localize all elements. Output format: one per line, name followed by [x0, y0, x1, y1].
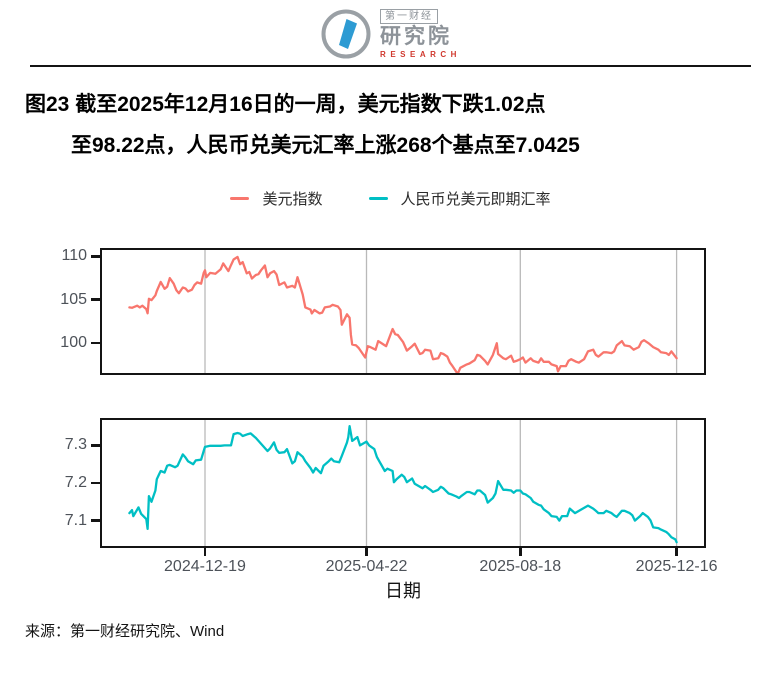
- legend-label: 人民币兑美元即期汇率: [400, 191, 551, 208]
- header-divider: [30, 65, 751, 67]
- y-tick-label: 7.1: [64, 511, 87, 529]
- figure-title: 图23 截至2025年12月16日的一周，美元指数下跌1.02点 至98.22点…: [25, 92, 580, 158]
- legend: 美元指数 人民币兑美元即期汇率: [0, 188, 781, 209]
- y-tick-label: 110: [61, 247, 87, 265]
- y-tick-mark: [91, 519, 100, 522]
- logo-text-block: 第一财经 研究院 RESEARCH: [380, 8, 461, 60]
- x-axis-title: 日期: [385, 581, 421, 601]
- yicai-logo: 第一财经 研究院 RESEARCH: [0, 8, 781, 60]
- logo-brand-label: 第一财经: [380, 8, 439, 24]
- y-tick-label: 7.2: [64, 474, 87, 491]
- x-tick-label: 2025-04-22: [325, 558, 408, 575]
- legend-item: 美元指数: [230, 188, 323, 209]
- x-tick-mark: [519, 548, 522, 556]
- figure-title-line1: 图23 截至2025年12月16日的一周，美元指数下跌1.02点: [25, 93, 546, 116]
- y-tick-mark: [91, 298, 100, 301]
- x-tick-label: 2025-12-16: [635, 558, 718, 575]
- y-tick-mark: [91, 481, 100, 485]
- x-tick-mark: [203, 548, 207, 556]
- legend-key-dash: [368, 196, 388, 201]
- x-tick-label: 2024-12-19: [164, 558, 246, 575]
- legend-key-dash: [230, 196, 250, 201]
- series-line-cny-usd: [128, 425, 678, 544]
- source-note: 来源：第一财经研究院、Wind: [25, 623, 225, 640]
- figure-title-line2: 至98.22点，人民币兑美元汇率上涨268个基点至7.0425: [71, 134, 580, 158]
- x-tick-mark: [675, 548, 678, 556]
- x-tick-mark: [365, 548, 368, 556]
- x-tick-label: 2025-08-18: [479, 558, 562, 575]
- panel-cny-usd: [100, 418, 706, 548]
- logo-institute-label: 研究院: [380, 24, 453, 48]
- logo-research-label: RESEARCH: [380, 50, 461, 60]
- y-tick-label: 105: [60, 290, 87, 308]
- y-tick-mark: [91, 444, 100, 447]
- y-tick-mark: [91, 255, 100, 258]
- series-line-usd-index: [128, 255, 678, 373]
- panel-usd-index: [100, 248, 706, 375]
- legend-item: 人民币兑美元即期汇率: [368, 188, 551, 209]
- y-tick-label: 100: [60, 333, 87, 351]
- yicai-logo-icon: [321, 9, 371, 59]
- y-tick-mark: [91, 341, 100, 345]
- legend-label: 美元指数: [262, 191, 323, 208]
- y-tick-label: 7.3: [64, 436, 87, 454]
